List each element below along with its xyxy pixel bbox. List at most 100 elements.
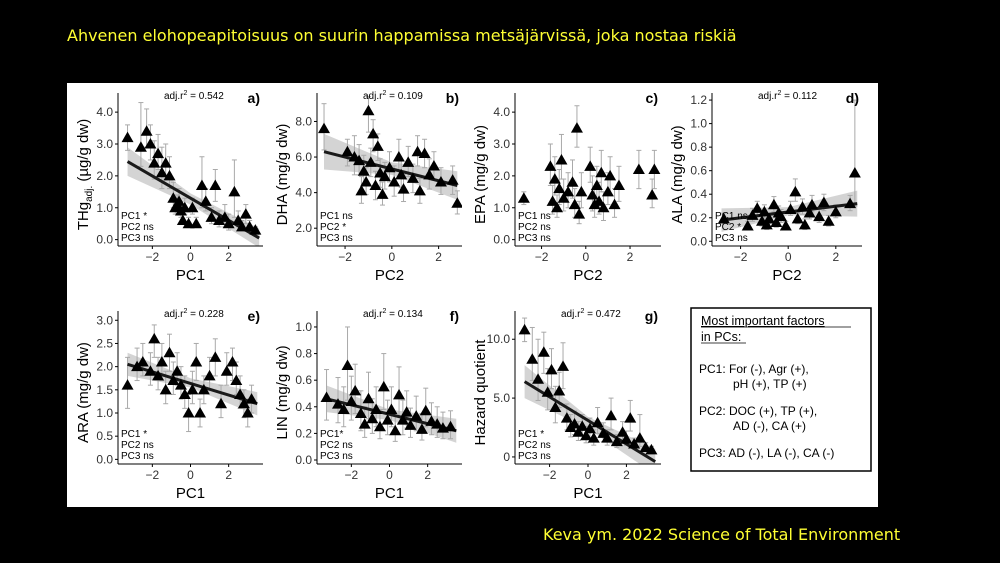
panel-label: a) [248,90,260,106]
data-point [545,363,558,375]
data-point [601,185,614,197]
stat-label: PC3 ns [518,233,551,244]
y-tick-label: 0.0 [690,234,707,248]
plot-area [517,105,661,225]
stat-label: PC1 ns [518,211,551,222]
data-point [121,131,134,143]
y-tick-label: 0.6 [295,373,312,387]
citation: Keva ym. 2022 Science of Total Environme… [543,525,901,544]
stat-label: PC3 ns [320,451,353,462]
y-tick-label: 2.0 [493,169,510,183]
plot-area [717,99,861,232]
data-point [369,179,382,191]
data-point [148,157,161,168]
x-axis-label: PC2 [573,267,602,284]
stat-label: PC3 ns [121,233,154,244]
y-tick-label: 0.4 [295,400,312,414]
data-point [608,198,621,210]
data-point [566,176,579,187]
x-axis-label: PC1 [375,485,404,502]
x-tick-label: 2 [435,250,442,264]
plot-area [318,96,462,215]
data-point [587,432,600,443]
data-point [393,388,406,400]
data-point [190,217,203,229]
data-point [209,351,222,362]
data-point [557,192,570,203]
data-point [597,201,610,213]
stat-label: PC2 * [715,222,741,233]
data-point [155,356,168,367]
y-axis-label: Hazard quotient [472,339,489,446]
data-point [434,175,447,187]
data-point [760,218,773,230]
data-point [396,414,409,425]
panel-label: d) [846,90,859,106]
x-axis-label: PC1 [176,485,205,502]
data-point [203,369,216,381]
data-point [580,429,593,441]
data-point [381,414,394,425]
data-point [318,122,331,134]
data-point [628,437,641,449]
x-axis-label: PC1 [573,485,602,502]
chart-panel-b: −2 0 2 2.0 4.0 6.0 8.0 PC2 DHA (mg/g dw) b) adj.r2… [274,90,462,284]
data-point [167,374,180,386]
data-point [163,346,176,358]
adj-r2-label: adj.r2 = 0.109 [363,90,423,102]
legend-pc3-line1: PC3: AD (-), LA (-), CA (-) [699,446,834,460]
x-tick-label: 0 [388,250,395,264]
plot-area [121,102,262,246]
stat-label: PC1* [320,429,343,440]
data-point [633,432,646,443]
data-point [806,198,818,210]
x-tick-label: −2 [145,250,159,264]
data-point [366,412,379,424]
x-tick-label: −2 [344,468,358,482]
data-point [195,179,208,190]
data-point [205,211,218,222]
data-point [176,214,189,225]
x-tick-label: 0 [785,250,792,264]
stat-label: PC2 ns [320,440,353,451]
data-point [144,138,157,149]
adj-r2-label: adj.r2 = 0.112 [758,90,817,102]
data-point [349,384,362,396]
data-point [645,443,658,455]
data-point [526,353,539,364]
data-point [624,412,637,423]
data-point [822,215,835,226]
data-point [360,175,373,187]
data-point [373,420,386,432]
data-point [134,141,147,152]
data-point [517,192,530,203]
data-point [427,159,440,171]
data-point [357,165,370,176]
legend-title-line2: in PCs: [701,330,741,344]
y-axis-label: ALA (mg/g dw) [669,125,686,223]
y-tick-label: 1.0 [96,201,113,215]
plot-area [320,326,457,443]
data-point [532,373,545,384]
data-point [798,218,811,230]
x-tick-label: 2 [627,250,634,264]
data-point [590,179,603,190]
data-point [237,397,250,409]
data-point [553,385,566,396]
data-point [404,419,417,430]
data-point [610,435,623,447]
y-tick-label: 10.0 [487,332,511,346]
data-point [568,198,581,210]
data-point [228,185,241,197]
legend-box: Most important factors in PCs: PC1: For … [690,307,872,472]
y-tick-label: 2.5 [96,336,113,350]
data-point [763,212,776,224]
y-axis-label: EPA (mg/g dw) [472,125,489,224]
y-tick-label: 0 [503,450,510,464]
data-point [553,182,566,194]
data-point [220,365,233,376]
data-point [341,145,354,157]
y-tick-label: 4.0 [493,105,510,119]
data-point [171,365,184,376]
data-point [182,217,195,229]
